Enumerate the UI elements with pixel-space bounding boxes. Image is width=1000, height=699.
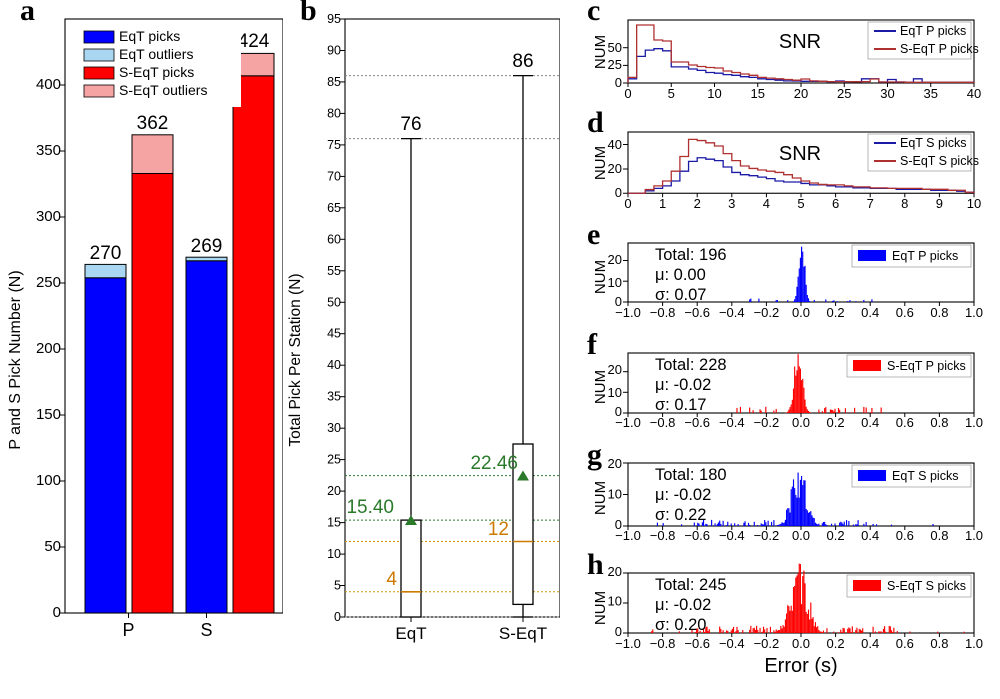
svg-text:−0.4: −0.4 (719, 636, 745, 651)
svg-text:NUM: NUM (592, 591, 609, 625)
svg-text:−1.0: −1.0 (615, 636, 641, 651)
svg-text:−0.2: −0.2 (754, 636, 780, 651)
svg-text:σ: 0.20: σ: 0.20 (655, 616, 706, 634)
svg-text:0.0: 0.0 (792, 636, 810, 651)
svg-text:Error (s): Error (s) (764, 655, 837, 677)
svg-text:0.6: 0.6 (896, 636, 914, 651)
svg-text:0.2: 0.2 (827, 636, 845, 651)
svg-text:S-EqT S picks: S-EqT S picks (887, 579, 966, 593)
svg-text:10: 10 (608, 594, 622, 609)
svg-text:μ: -0.02: μ: -0.02 (655, 596, 711, 614)
svg-text:0.8: 0.8 (930, 636, 948, 651)
svg-text:1.0: 1.0 (965, 636, 983, 651)
svg-text:0.4: 0.4 (861, 636, 879, 651)
svg-text:Total: 245: Total: 245 (655, 576, 727, 594)
svg-text:−0.6: −0.6 (684, 636, 710, 651)
svg-text:−0.8: −0.8 (650, 636, 676, 651)
svg-text:20: 20 (608, 564, 622, 579)
